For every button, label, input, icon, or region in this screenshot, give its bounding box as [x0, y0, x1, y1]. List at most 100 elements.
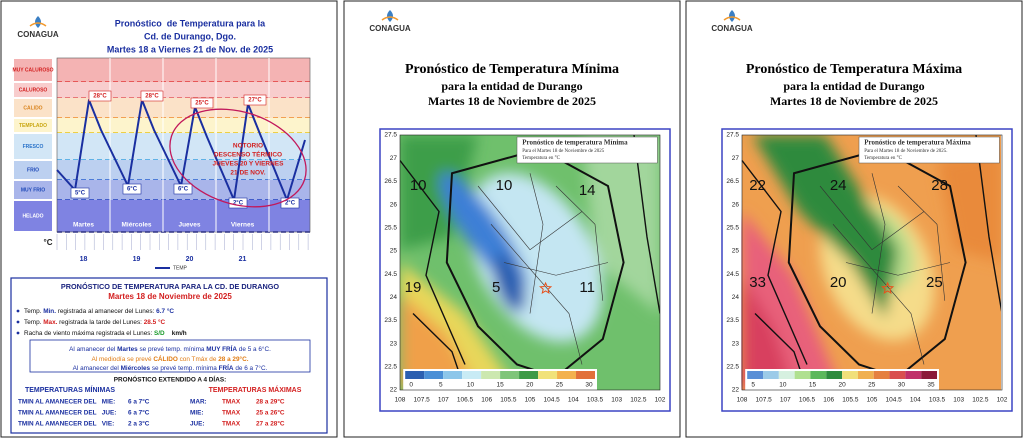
- y-tick-label: 27.5: [384, 132, 397, 139]
- extended-cell: TMAX: [222, 399, 241, 406]
- colorbar-label: 15: [496, 382, 504, 389]
- info-bullet-part: Max.: [43, 319, 57, 326]
- isoline-label: 10: [496, 177, 513, 194]
- inner-title: Para el Martes 18 de Noviembre de 2025.: [864, 149, 947, 154]
- info-box-line-part: MUY FRÍA: [206, 344, 237, 353]
- info-bullet-part: 28.5 °C: [144, 318, 166, 326]
- band-label: CALUROSO: [19, 87, 48, 93]
- isoline-label: 11: [579, 279, 595, 296]
- band-label: MUY FRIO: [21, 187, 45, 193]
- x-tick-label: 104: [910, 397, 921, 404]
- colorbar-cell: [462, 371, 482, 379]
- day-label: Viernes: [231, 222, 255, 229]
- band: [57, 118, 310, 133]
- x-tick-label: 105: [525, 397, 536, 404]
- min-label: 6°C: [127, 187, 138, 193]
- logo-text: CONAGUA: [17, 30, 59, 39]
- max-label: 27°C: [248, 98, 262, 104]
- colorbar-label: 20: [838, 382, 846, 389]
- info-bullet-part: registrada la tarde del Lunes:: [57, 319, 143, 326]
- x-tick-label: 104: [568, 397, 579, 404]
- colorbar-label: 25: [556, 382, 564, 389]
- temp-region: [400, 135, 478, 250]
- inner-title: Temperatura en °C: [864, 156, 902, 161]
- x-tick-label: 107: [780, 397, 791, 404]
- municipal-line: [503, 262, 609, 276]
- logo-icon: [723, 16, 741, 21]
- x-tick-label: 106.5: [457, 397, 474, 404]
- info-box-line-part: de 6 a 7°C.: [234, 364, 268, 372]
- title: Martes 18 a Viernes 21 de Nov. de 2025: [107, 44, 273, 54]
- annotation-ellipse: [169, 108, 307, 208]
- y-tick-label: 22: [732, 387, 740, 394]
- extended-cell: JUE:: [190, 421, 205, 428]
- info-box-line-part: Martes: [117, 346, 138, 353]
- inner-title: Pronóstico de temperatura Máxima: [864, 139, 971, 147]
- min-box: [173, 183, 193, 195]
- isoline-label: 22: [749, 177, 766, 194]
- colorbar-label: 15: [809, 382, 817, 389]
- inner-title: Para el Martes 18 de Noviembre de 2025: [522, 149, 605, 154]
- info-box-line-part: 28 a 29°C.: [218, 355, 248, 363]
- isoline-label: 25: [926, 274, 943, 291]
- municipal-line: [819, 185, 925, 251]
- colorbar-label: 5: [439, 382, 443, 389]
- plot-border: [741, 134, 1003, 391]
- logo-icon: [35, 16, 41, 28]
- y-tick-label: 27: [390, 155, 398, 162]
- extended-cell: 6 a 7°C: [128, 398, 150, 406]
- y-tick-label: 24: [390, 294, 398, 301]
- colorbar-cell: [857, 371, 874, 379]
- colorbar-cell: [873, 371, 890, 379]
- map-title: Martes 18 de Noviembre de 2025: [770, 94, 938, 108]
- band-label: CALIDO: [23, 105, 42, 111]
- info-bullet-part: Racha de viento máxima registrada el Lun…: [24, 330, 154, 337]
- y-tick-label: 25.5: [726, 224, 739, 231]
- bullet: [16, 331, 20, 335]
- bullet: [16, 320, 20, 324]
- plot-border: [399, 134, 661, 391]
- info-bullet-part: Temp.: [24, 319, 43, 326]
- colorbar-label: 10: [467, 382, 475, 389]
- band-label-box: [14, 119, 52, 132]
- x-tick-label: 105: [867, 397, 878, 404]
- map-blobs: [742, 135, 1001, 390]
- info-box-line-part: se prevé temp. mínima: [138, 346, 207, 353]
- colorbar-cell: [921, 371, 937, 379]
- isoline-label: 10: [410, 177, 427, 194]
- y-tick-label: 22.5: [726, 364, 739, 371]
- max-box: [243, 94, 267, 106]
- municipal-line: [490, 224, 583, 365]
- x-tick-label: 103.5: [587, 397, 604, 404]
- map-title: Martes 18 de Noviembre de 2025: [428, 94, 596, 108]
- extended-title: PRONÓSTICO EXTENDIDO A 4 DÍAS:: [114, 375, 226, 384]
- x-tick-label: 102.5: [630, 397, 647, 404]
- colorbar-cell: [810, 371, 827, 379]
- map-field: [741, 135, 1001, 390]
- annotation: 21 DE NOV.: [230, 170, 265, 177]
- map-title: para la entidad de Durango: [783, 79, 924, 93]
- isoline-label: 20: [830, 274, 847, 291]
- colorbar-label: 5: [751, 382, 755, 389]
- extended-cell: TMIN AL AMANECER DEL MIE:: [18, 399, 115, 406]
- municipal-line: [897, 185, 946, 301]
- info-bullet-part: S/D: [154, 330, 165, 337]
- inner-title: Pronóstico de temperatura Mínima: [522, 139, 628, 147]
- min-label: 6°C: [178, 187, 189, 193]
- extended-cell: TMIN AL AMANECER DEL VIE:: [18, 421, 114, 428]
- y-tick-label: 27: [732, 155, 740, 162]
- band-label-box: [14, 201, 52, 231]
- info-bullet-part: km/h: [165, 330, 187, 337]
- isoline: [633, 135, 660, 314]
- max-label: 25°C: [195, 101, 209, 107]
- info-bullet-part: Min.: [43, 308, 56, 315]
- temp-region: [493, 253, 526, 312]
- x-tick-label: 104.5: [544, 397, 561, 404]
- info-box-line-part: FRÍA: [219, 363, 234, 372]
- colorbar-label: 30: [898, 382, 906, 389]
- x-tick-label: 108: [395, 397, 406, 404]
- y-tick-label: 23: [732, 340, 740, 347]
- colorbar-cell: [794, 371, 811, 379]
- temp-region: [752, 135, 898, 319]
